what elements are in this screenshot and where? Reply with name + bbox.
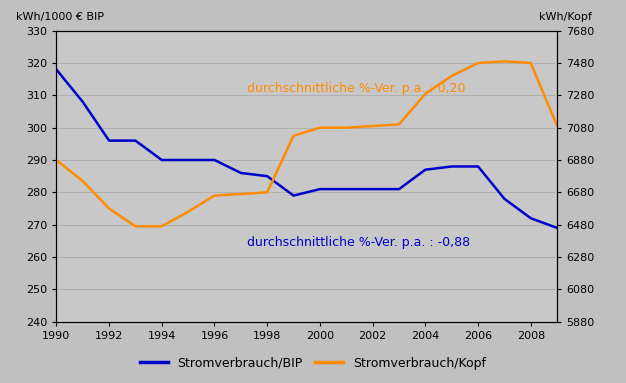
Text: kWh/Kopf: kWh/Kopf <box>540 12 592 22</box>
Text: kWh/1000 € BIP: kWh/1000 € BIP <box>16 12 105 22</box>
Legend: Stromverbrauch/BIP, Stromverbrauch/Kopf: Stromverbrauch/BIP, Stromverbrauch/Kopf <box>135 352 491 375</box>
Text: durchschnittliche %-Ver. p.a. : -0,88: durchschnittliche %-Ver. p.a. : -0,88 <box>247 236 470 249</box>
Text: durchschnittliche %-Ver. p.a. : 0,20: durchschnittliche %-Ver. p.a. : 0,20 <box>247 82 465 95</box>
